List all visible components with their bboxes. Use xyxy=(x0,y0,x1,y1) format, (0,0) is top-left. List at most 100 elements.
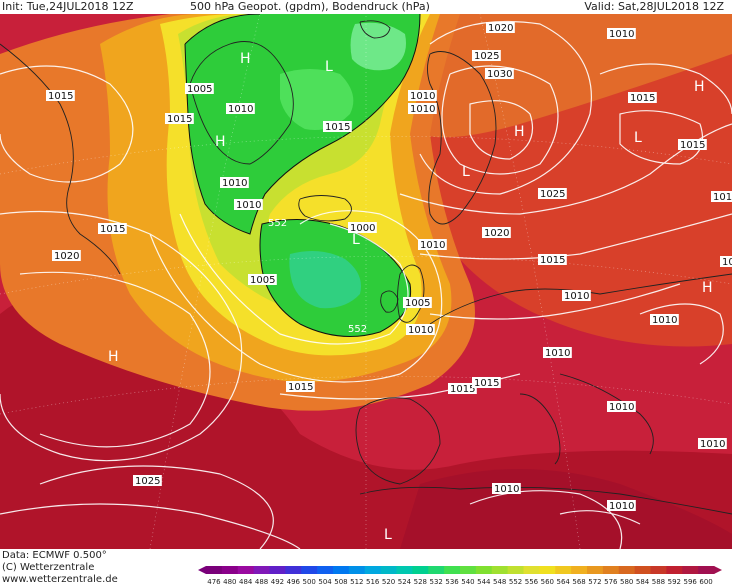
isobar-label: 1015 xyxy=(100,224,125,235)
coast-iberia xyxy=(355,397,441,485)
weather-map: 1015101510051010101010101015101510201005… xyxy=(0,14,732,549)
scale-tick-label: 584 xyxy=(636,578,650,586)
field-green-core-north xyxy=(280,69,354,130)
isobar-label-bg xyxy=(448,383,477,394)
isobar-label: 1015 xyxy=(474,378,499,389)
isobar-label: 1015 xyxy=(288,382,313,393)
scale-tick-label: 600 xyxy=(699,578,712,586)
isobar-label: 1015 xyxy=(450,384,475,395)
contour-label: 552 xyxy=(268,218,287,229)
isobar-label-bg xyxy=(185,83,214,94)
scale-swatch xyxy=(475,566,493,574)
scale-tick-label: 580 xyxy=(620,578,633,586)
scale-tick-label: 524 xyxy=(398,578,412,586)
isobar-label: 1010 xyxy=(408,325,433,336)
isobar-label-bg xyxy=(348,222,377,233)
scale-tick-label: 592 xyxy=(668,578,681,586)
isobar-label-bg xyxy=(472,377,501,388)
coast-iceland xyxy=(298,195,352,222)
scale-tick-label: 512 xyxy=(350,578,363,586)
isobar-label-bg xyxy=(562,290,591,301)
map-title: 500 hPa Geopot. (gpdm), Bodendruck (hPa) xyxy=(190,0,430,13)
contour-labels: 552 552 xyxy=(268,218,367,335)
color-scale: 476 480 484 488 492 496 500 504 508 512 516 520 524 5… xyxy=(198,566,722,586)
scale-swatch xyxy=(634,566,651,574)
isobar-label-bg xyxy=(543,347,572,358)
low-pressure-center: L xyxy=(384,527,392,543)
high-pressure-center: H xyxy=(694,79,705,95)
isobar-label: 1010 xyxy=(410,91,435,102)
scale-tick-label: 536 xyxy=(445,578,459,586)
scale-swatch xyxy=(412,566,429,574)
scale-swatch xyxy=(333,566,350,574)
scale-swatch xyxy=(253,566,270,574)
isobar-label-bg xyxy=(538,188,567,199)
scale-tick-label: 556 xyxy=(525,578,539,586)
scale-swatch xyxy=(428,566,445,574)
scale-tick-label: 532 xyxy=(430,578,443,586)
contour-label: 552 xyxy=(348,324,367,335)
data-source: Data: ECMWF 0.500° xyxy=(2,550,107,561)
isobar-label: 1000 xyxy=(350,223,375,234)
isobar-label: 1015 xyxy=(48,91,73,102)
scale-swatch xyxy=(206,566,223,574)
high-pressure-center: H xyxy=(514,124,525,140)
pressure-centers: H L H L H H L H L H L xyxy=(108,51,713,543)
scale-tick-label: 520 xyxy=(382,578,395,586)
isobar-label-bg xyxy=(628,92,657,103)
scale-swatch xyxy=(317,566,334,574)
scale-tick-label: 488 xyxy=(255,578,268,586)
color-scale-swatches xyxy=(198,566,722,574)
scale-tick-label: 552 xyxy=(509,578,522,586)
coast-africa xyxy=(359,486,732,515)
isobar-label-bg xyxy=(286,381,315,392)
scale-tick-label: 544 xyxy=(477,578,491,586)
scale-swatch xyxy=(587,566,604,574)
isobar-label-bg xyxy=(234,199,263,210)
website: www.wetterzentrale.de xyxy=(2,574,118,585)
isobar-label-bg xyxy=(403,297,432,308)
isobar-label: 1020 xyxy=(484,228,509,239)
scale-swatch xyxy=(523,566,540,574)
isobar-label: 1010 xyxy=(420,240,445,251)
isobar-label-bg xyxy=(408,90,437,101)
isobar-label: 1010 xyxy=(713,192,732,203)
coast-north-america xyxy=(0,43,121,275)
scale-swatch xyxy=(666,566,683,574)
scale-tick-label: 508 xyxy=(334,578,347,586)
coast-ireland xyxy=(380,290,399,313)
isobar-label-bg xyxy=(226,103,255,114)
scale-swatch xyxy=(348,566,366,574)
valid-time: Valid: Sat,28JUL2018 12Z xyxy=(584,0,724,13)
isobar-label: 1010 xyxy=(228,104,253,115)
isobar-label-bg xyxy=(485,68,514,79)
isobar-label-bg xyxy=(406,324,435,335)
coast-britain xyxy=(397,264,425,323)
scale-swatch xyxy=(507,566,524,574)
field-aqua-core xyxy=(350,22,406,71)
coast-svalbard xyxy=(359,20,391,39)
isobar-label: 1010 xyxy=(652,315,677,326)
isobar-label-bg xyxy=(165,113,194,124)
isobar-label: 1015 xyxy=(325,122,350,133)
high-pressure-center: H xyxy=(702,280,713,296)
low-pressure-center: L xyxy=(462,164,470,180)
scale-swatch xyxy=(396,566,413,574)
scale-tick-label: 484 xyxy=(239,578,253,586)
coast-greenland xyxy=(189,41,294,165)
isobar-label-bg xyxy=(486,22,515,33)
isobar-label-bg xyxy=(323,121,352,132)
scale-swatch xyxy=(539,566,556,574)
isobar-label: 1010 xyxy=(545,348,570,359)
init-time: Init: Tue,24JUL2018 12Z xyxy=(2,0,134,13)
scale-min-arrow xyxy=(198,566,206,574)
isobar-label: 1010 xyxy=(564,291,589,302)
high-pressure-center: H xyxy=(240,51,251,67)
scale-tick-label: 500 xyxy=(303,578,316,586)
field-ridge-south xyxy=(400,469,732,549)
coast-balkans xyxy=(559,373,654,455)
scale-tick-label: 492 xyxy=(271,578,284,586)
isobar-label-bg xyxy=(711,191,732,202)
scale-tick-label: 548 xyxy=(493,578,506,586)
scale-swatch xyxy=(571,566,588,574)
